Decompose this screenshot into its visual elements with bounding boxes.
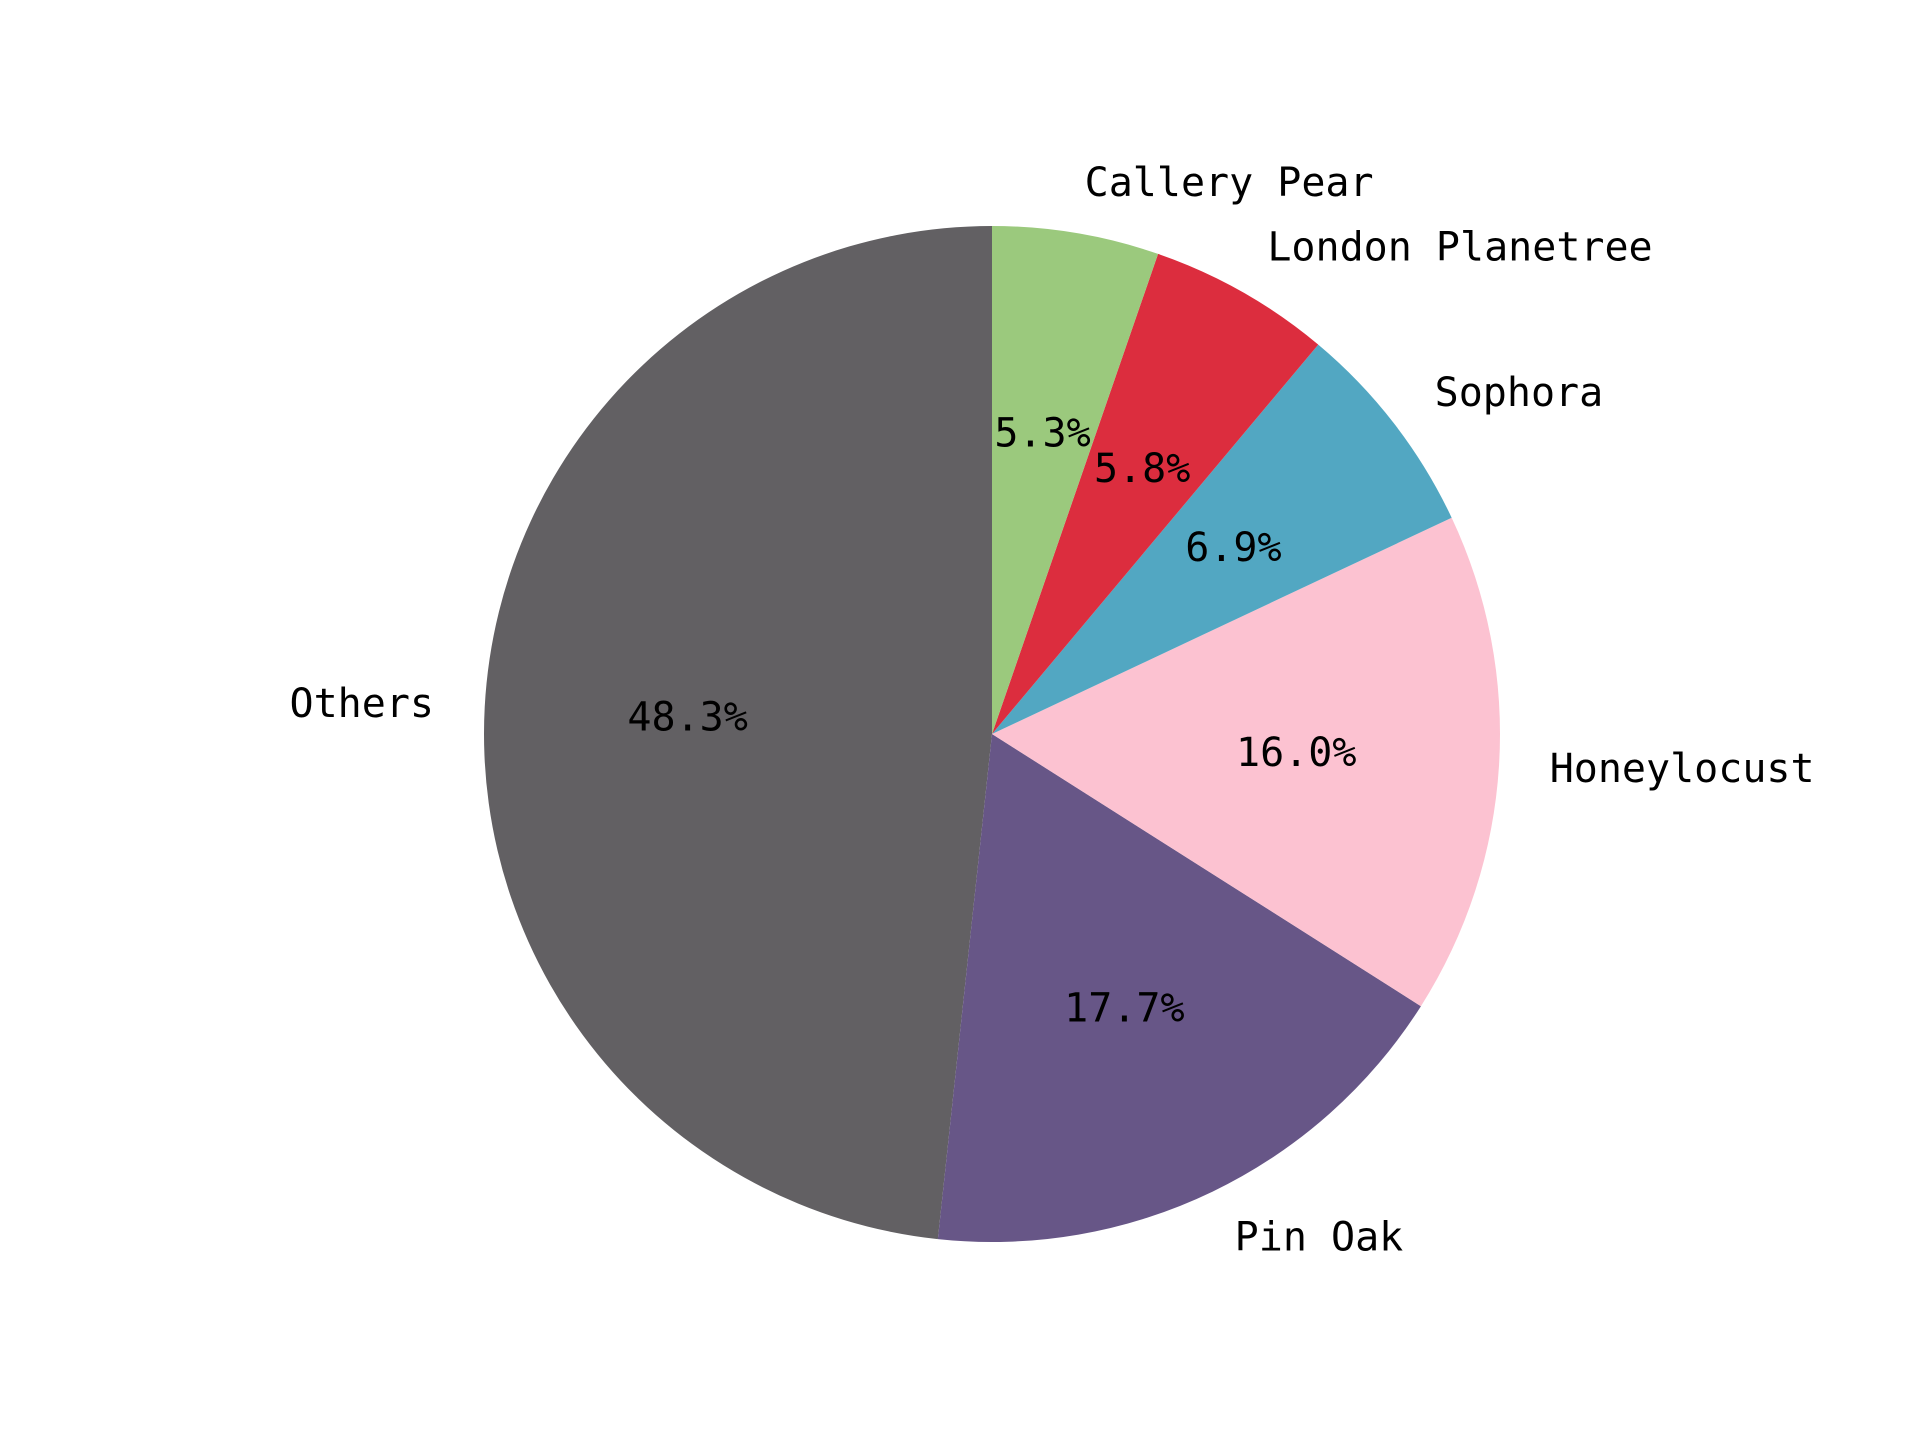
- pie-category-label-london-planetree: London Planetree: [1267, 225, 1652, 271]
- pie-slice-honeylocust: [992, 517, 1500, 1007]
- pie-slice-london-planetree: [992, 253, 1319, 734]
- pie-pct-label-callery-pear: 5.3%: [994, 410, 1090, 456]
- pie-category-label-callery-pear: Callery Pear: [1085, 160, 1374, 206]
- pie-slice-sophora: [992, 344, 1452, 734]
- pie-category-label-others: Others: [289, 681, 434, 727]
- pie-slice-pin-oak: [937, 734, 1421, 1243]
- pie-slice-others: [483, 226, 992, 1240]
- pie-pct-label-london-planetree: 5.8%: [1094, 446, 1190, 492]
- pie-category-label-pin-oak: Pin Oak: [1235, 1214, 1404, 1260]
- pie-category-label-honeylocust: Honeylocust: [1550, 746, 1815, 792]
- pie-pct-label-sophora: 6.9%: [1185, 525, 1281, 571]
- pie-slice-callery-pear: [992, 226, 1159, 734]
- pie-pct-label-others: 48.3%: [627, 695, 747, 741]
- labels-layer: 48.3% Others 17.7% Pin Oak 16.0% Honeylocust 6…: [289, 160, 1814, 1260]
- slices-layer: [483, 226, 1500, 1243]
- pie-pct-label-pin-oak: 17.7%: [1064, 986, 1184, 1032]
- pie-category-label-sophora: Sophora: [1435, 370, 1604, 416]
- pie-pct-label-honeylocust: 16.0%: [1236, 730, 1356, 776]
